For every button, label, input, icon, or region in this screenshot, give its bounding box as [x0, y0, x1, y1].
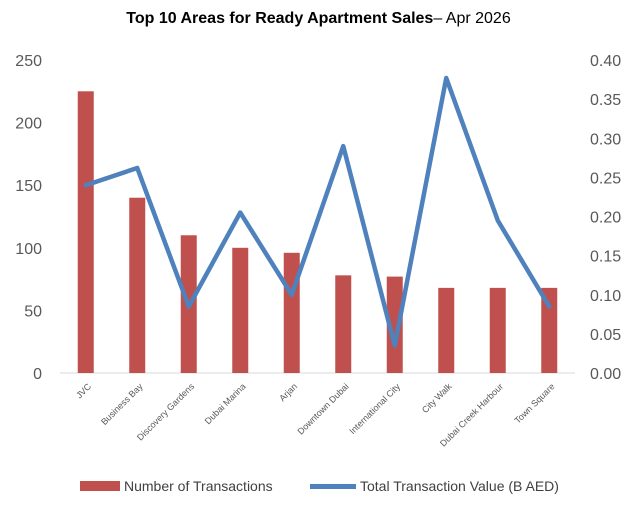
bar — [541, 287, 558, 373]
category-label: Dubai Marina — [203, 381, 248, 426]
line-point — [341, 144, 345, 148]
line-point — [547, 304, 551, 308]
line-point — [290, 293, 294, 297]
category-label: Arjan — [277, 381, 299, 403]
line-point — [444, 76, 448, 80]
legend: Number of Transactions Total Transaction… — [0, 478, 637, 500]
right-tick-label: 0.05 — [590, 327, 621, 344]
left-tick-label: 100 — [15, 241, 42, 258]
bar — [129, 197, 146, 373]
right-tick-label: 0.00 — [590, 366, 621, 383]
bar — [438, 287, 455, 373]
chart-subtitle: – Apr 2026 — [433, 10, 511, 27]
category-label: JVC — [74, 381, 93, 400]
legend-swatch-bars — [80, 481, 120, 491]
category-label: Discovery Gardens — [135, 381, 197, 443]
line-series-layer — [83, 75, 552, 348]
chart-title-block: Top 10 Areas for Ready Apartment Sales– … — [0, 10, 637, 28]
line-point — [238, 211, 242, 215]
right-tick-label: 0.35 — [590, 92, 621, 109]
line-point — [393, 344, 397, 348]
bar — [386, 276, 403, 373]
right-tick-label: 0.40 — [590, 53, 621, 70]
left-tick-label: 150 — [15, 178, 42, 195]
right-tick-label: 0.15 — [590, 249, 621, 266]
left-tick-label: 200 — [15, 116, 42, 133]
category-label: Town Square — [512, 381, 556, 425]
right-tick-label: 0.20 — [590, 210, 621, 227]
left-axis: 0 50 100 150 200 250 — [15, 53, 42, 383]
right-tick-label: 0.10 — [590, 288, 621, 305]
left-tick-label: 50 — [24, 303, 42, 320]
legend-swatch-line — [310, 483, 356, 489]
right-tick-label: 0.25 — [590, 170, 621, 187]
bar — [232, 247, 249, 373]
line-point — [84, 183, 88, 187]
legend-label-line: Total Transaction Value (B AED) — [360, 478, 559, 494]
category-label: Business Bay — [99, 381, 145, 427]
line-series — [83, 75, 552, 348]
left-tick-label: 250 — [15, 53, 42, 70]
line-point — [135, 166, 139, 170]
line-point — [187, 304, 191, 308]
bar — [489, 287, 506, 373]
chart-title: Top 10 Areas for Ready Apartment Sales — [126, 10, 434, 27]
bar — [283, 252, 300, 373]
left-tick-label: 0 — [33, 366, 42, 383]
legend-item-line: Total Transaction Value (B AED) — [310, 478, 559, 494]
line-point — [496, 218, 500, 222]
right-tick-label: 0.30 — [590, 131, 621, 148]
category-label: International City — [347, 381, 402, 436]
bar — [77, 91, 94, 374]
legend-label-bars: Number of Transactions — [124, 478, 273, 494]
category-label: Downtown Dubai — [295, 381, 350, 436]
bar — [335, 275, 352, 373]
category-label: City Walk — [420, 381, 454, 415]
right-axis: 0.00 0.05 0.10 0.15 0.20 0.25 0.30 0.35 0.40 — [590, 53, 621, 383]
legend-item-bars: Number of Transactions — [80, 478, 273, 494]
bar-series — [77, 91, 558, 374]
